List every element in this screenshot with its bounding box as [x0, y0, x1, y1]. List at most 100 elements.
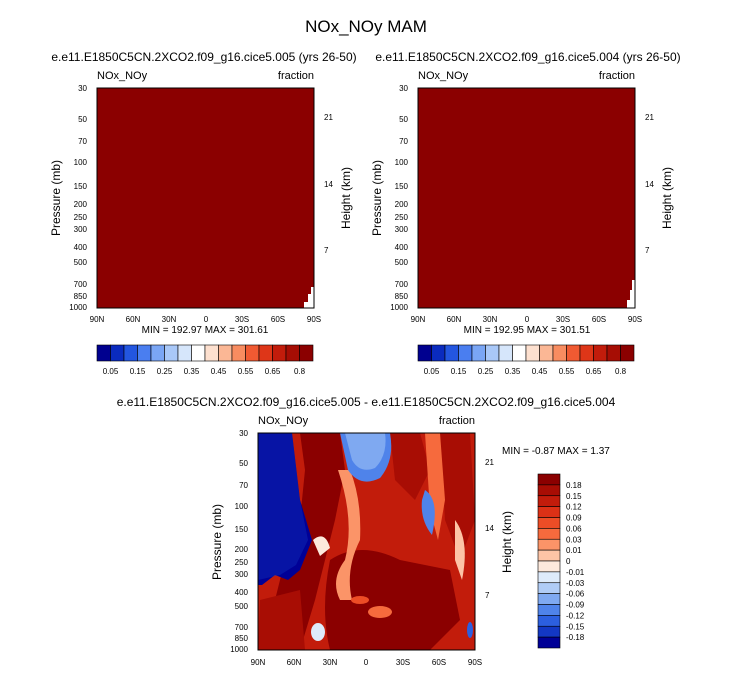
colorbar-swatch [537, 517, 561, 529]
y-tick-label: 50 [239, 459, 248, 468]
colorbar-swatch [471, 344, 486, 362]
y-tick-label: 300 [395, 225, 409, 234]
y-tick-label: 70 [399, 137, 408, 146]
panel-2-title: e.e11.E1850C5CN.2XCO2.f09_g16.cice5.004 … [375, 50, 680, 64]
x-tick-label: 0 [525, 315, 530, 324]
colorbar-swatch [593, 344, 608, 362]
panel-diff-field [258, 433, 475, 650]
colorbar-label: -0.12 [566, 611, 585, 620]
colorbar-label: 0.25 [478, 367, 494, 376]
colorbar-swatch [498, 344, 513, 362]
panel-2-y-axis-label: Pressure (mb) [370, 160, 384, 236]
y-tick-label: 150 [235, 525, 249, 534]
y-tick-label: 250 [395, 213, 409, 222]
colorbar-label: 0.12 [566, 503, 582, 512]
colorbar-label: 0.01 [566, 546, 582, 555]
panel-1-frame [96, 87, 315, 309]
colorbar-label: 0.25 [157, 367, 173, 376]
y-tick-label: 30 [399, 84, 408, 93]
height-tick-label: 21 [324, 113, 333, 122]
main-title: NOx_NOy MAM [305, 17, 427, 36]
y-tick-label: 100 [395, 158, 409, 167]
colorbar-label: -0.06 [566, 590, 585, 599]
colorbar-swatch [537, 593, 561, 605]
x-tick-label: 30N [483, 315, 498, 324]
height-tick-label: 14 [485, 524, 494, 533]
colorbar-swatch [566, 344, 581, 362]
colorbar-swatch [537, 538, 561, 551]
x-tick-label: 60N [287, 658, 302, 667]
panel-1-y-axis-label: Pressure (mb) [49, 160, 63, 236]
colorbar-swatch [537, 506, 561, 518]
y-tick-label: 70 [78, 137, 87, 146]
colorbar-label: 0.35 [184, 367, 200, 376]
panel-2-y-axis-label-right: Height (km) [660, 167, 674, 229]
colorbar-swatch [485, 344, 500, 362]
panel-1-field [97, 88, 314, 308]
height-tick-label: 14 [645, 180, 654, 189]
panel-diff-x-ticks: 90N 60N 30N 0 30S 60S 90S [251, 658, 482, 667]
colorbar-label: -0.15 [566, 622, 585, 631]
colorbar-label: 0.03 [566, 535, 582, 544]
colorbar-swatch [285, 344, 300, 362]
height-tick-label: 21 [485, 458, 494, 467]
y-tick-label: 250 [235, 558, 249, 567]
panel-1: e.e11.E1850C5CN.2XCO2.f09_g16.cice5.005 … [49, 50, 357, 376]
y-tick-label: 700 [395, 280, 409, 289]
x-tick-label: 30N [162, 315, 177, 324]
colorbar-label: -0.03 [566, 579, 585, 588]
x-tick-label: 60S [592, 315, 606, 324]
colorbar-swatch [537, 636, 561, 649]
x-tick-label: 90N [411, 315, 426, 324]
colorbar-label: 0.65 [586, 367, 602, 376]
colorbar-swatch [299, 344, 314, 362]
colorbar-label: 0.06 [566, 524, 582, 533]
colorbar-label: 0 [566, 557, 571, 566]
y-tick-label: 700 [74, 280, 88, 289]
y-tick-label: 1000 [390, 303, 408, 312]
panel-diff: e.e11.E1850C5CN.2XCO2.f09_g16.cice5.005 … [117, 395, 616, 667]
colorbar-swatch [204, 344, 219, 362]
panel-2-field [418, 88, 635, 308]
colorbar-swatch [512, 344, 527, 362]
colorbar-swatch [123, 344, 138, 362]
panel-1-y-ticks: 30 50 70 100 150 200 250 300 400 500 700… [69, 84, 87, 312]
colorbar-swatch [537, 560, 561, 573]
colorbar-label: 0.55 [559, 367, 575, 376]
panel-2-min-max: MIN = 192.95 MAX = 301.51 [464, 325, 591, 336]
panel-2-height-ticks: 21 14 7 [645, 113, 654, 255]
colorbar-swatch [258, 344, 273, 362]
colorbar-swatch [606, 344, 621, 362]
panel-1-colorbar: 0.05 0.15 0.25 0.35 0.45 0.55 0.65 0.8 [96, 344, 314, 376]
panel-diff-y-ticks: 30 50 70 100 150 200 250 300 400 500 700… [230, 429, 248, 654]
x-tick-label: 90N [90, 315, 105, 324]
x-tick-label: 30N [323, 658, 338, 667]
x-tick-label: 30S [396, 658, 410, 667]
panel-2-units-label: fraction [599, 70, 635, 82]
colorbar-label: 0.65 [265, 367, 281, 376]
colorbar-swatch [110, 344, 125, 362]
panel-diff-height-ticks: 21 14 7 [485, 458, 494, 600]
colorbar-swatch [525, 344, 540, 362]
y-tick-label: 1000 [69, 303, 87, 312]
panel-1-min-max: MIN = 192.97 MAX = 301.61 [142, 325, 269, 336]
panel-1-height-ticks: 21 14 7 [324, 113, 333, 255]
height-tick-label: 7 [485, 591, 490, 600]
y-tick-label: 850 [74, 292, 88, 301]
x-tick-label: 90N [251, 658, 266, 667]
colorbar-swatch [537, 549, 561, 562]
panel-diff-frame [257, 432, 476, 651]
colorbar-label: 0.15 [566, 492, 582, 501]
y-tick-label: 100 [74, 158, 88, 167]
panel-diff-units-label: fraction [439, 415, 475, 427]
colorbar-label: -0.01 [566, 568, 585, 577]
x-tick-label: 30S [556, 315, 570, 324]
colorbar-swatch [417, 344, 432, 362]
y-tick-label: 100 [235, 502, 249, 511]
height-tick-label: 14 [324, 180, 333, 189]
colorbar-swatch [537, 473, 561, 486]
colorbar-swatch [96, 344, 111, 362]
x-tick-label: 0 [364, 658, 369, 667]
y-tick-label: 200 [235, 545, 249, 554]
